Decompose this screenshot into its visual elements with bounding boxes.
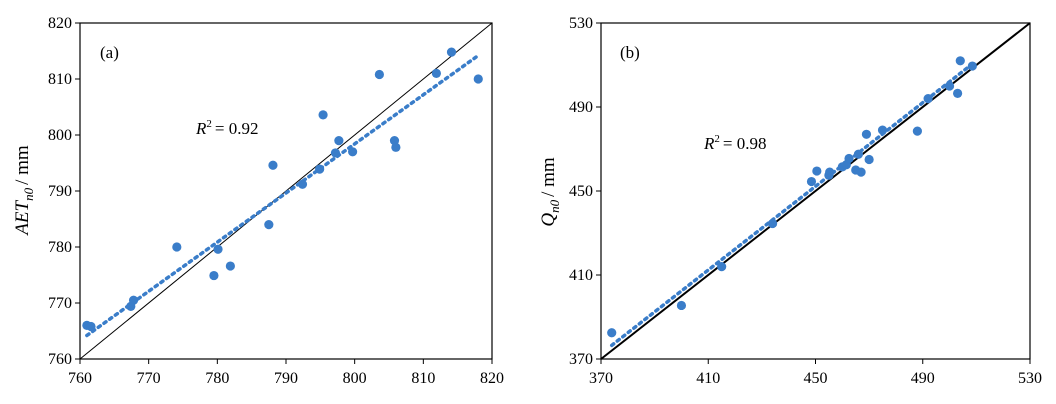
y-axis-label-a: AETn0 / mm xyxy=(12,145,36,237)
y-tick-label-b: 410 xyxy=(569,267,593,284)
data-point-a xyxy=(172,242,182,252)
y-tick-label-b: 530 xyxy=(569,15,593,32)
y-tick-label-a: 790 xyxy=(48,183,72,200)
x-tick-label-b: 370 xyxy=(589,370,613,387)
y-tick-label-a: 770 xyxy=(48,295,72,312)
plot-area-a: 760 770 780 790 800 810 820 760 770 780 790 800 810 8… xyxy=(48,15,504,387)
data-point-a xyxy=(446,47,457,57)
data-point-a xyxy=(213,244,223,254)
trend-line-a xyxy=(85,53,481,338)
data-point-b xyxy=(825,167,835,177)
ylabel-sub-a: n0 xyxy=(21,187,36,201)
r2-value-b: = 0.98 xyxy=(723,134,767,153)
data-point-a xyxy=(315,164,325,174)
ylabel-unit-b: / mm xyxy=(538,157,559,197)
x-tick-label-b: 450 xyxy=(804,370,828,387)
data-point-b xyxy=(853,149,863,159)
x-tick-label-b: 490 xyxy=(911,370,935,387)
data-point-a xyxy=(225,261,235,271)
r2-label-b: R xyxy=(703,134,715,153)
data-point-b xyxy=(877,125,888,135)
data-point-a xyxy=(86,321,96,332)
x-tick-label-a: 810 xyxy=(411,370,435,387)
ylabel-main-b: Q xyxy=(538,213,559,227)
r2-sup-a: 2 xyxy=(206,118,212,130)
x-tick-label-a: 820 xyxy=(480,370,504,387)
data-point-a xyxy=(128,295,139,305)
data-point-a xyxy=(473,74,483,84)
data-point-b xyxy=(912,126,922,136)
data-point-a xyxy=(391,142,401,152)
x-tick-label-b: 530 xyxy=(1018,370,1042,387)
data-point-a xyxy=(374,69,384,80)
data-point-a xyxy=(348,147,358,157)
data-point-b xyxy=(812,166,822,176)
y-tick-label-a: 810 xyxy=(48,71,72,88)
data-point-b xyxy=(768,218,778,229)
y-tick-label-b: 490 xyxy=(569,99,593,116)
y-tick-label-b: 370 xyxy=(569,351,593,368)
ylabel-unit-a: / mm xyxy=(12,145,33,185)
panel-label-b: (b) xyxy=(620,43,640,62)
scatter-chart-a: 760 770 780 790 800 810 820 760 770 780 790 800 810 8… xyxy=(12,15,504,387)
one-to-one-line-b xyxy=(600,22,1031,360)
data-point-b xyxy=(944,81,955,91)
x-tick-label-a: 790 xyxy=(274,370,298,387)
data-point-a xyxy=(268,160,278,170)
data-point-b xyxy=(607,328,617,338)
ylabel-main-a: AET xyxy=(12,199,33,236)
data-point-a xyxy=(297,179,308,189)
data-point-b xyxy=(953,88,963,98)
y-tick-label-b: 450 xyxy=(569,183,593,200)
data-point-b xyxy=(806,176,817,187)
data-point-a xyxy=(318,110,328,120)
y-tick-label-a: 820 xyxy=(48,15,72,32)
data-point-a xyxy=(334,136,344,146)
data-point-b xyxy=(955,56,965,66)
data-point-b xyxy=(676,300,687,311)
data-point-b xyxy=(844,153,854,164)
x-tick-label-a: 800 xyxy=(343,370,367,387)
scatter-chart-b: 370 410 450 490 530 370 410 450 490 530 (b) R2 = 0… xyxy=(538,15,1042,387)
r2-annotation-a: R2 = 0.92 xyxy=(195,118,258,138)
r2-value-a: = 0.92 xyxy=(215,119,259,138)
data-point-b xyxy=(864,154,874,165)
data-point-b xyxy=(967,61,977,71)
panel-label-a: (a) xyxy=(100,43,119,62)
r2-annotation-b: R2 = 0.98 xyxy=(703,133,766,153)
trend-line-b xyxy=(609,63,973,348)
plot-area-b: 370 410 450 490 530 370 410 450 490 530 xyxy=(569,15,1042,387)
r2-sup-b: 2 xyxy=(714,133,720,145)
data-point-a xyxy=(431,68,441,78)
data-point-b xyxy=(861,129,872,139)
data-point-a xyxy=(264,220,274,230)
y-axis-label-b: Qn0 / mm xyxy=(538,157,562,227)
x-tick-label-b: 410 xyxy=(696,370,720,387)
ylabel-sub-b: n0 xyxy=(547,199,562,213)
x-tick-label-a: 770 xyxy=(137,370,161,387)
data-point-a xyxy=(330,148,341,158)
data-point-b xyxy=(923,94,933,104)
x-tick-label-a: 780 xyxy=(205,370,229,387)
r2-label-a: R xyxy=(195,119,207,138)
y-tick-label-a: 780 xyxy=(48,239,72,256)
data-point-b xyxy=(717,262,727,272)
x-tick-label-a: 760 xyxy=(68,370,92,387)
data-point-b xyxy=(856,167,866,177)
data-point-a xyxy=(209,270,219,281)
y-tick-label-a: 760 xyxy=(48,351,72,368)
y-tick-label-a: 800 xyxy=(48,127,72,144)
